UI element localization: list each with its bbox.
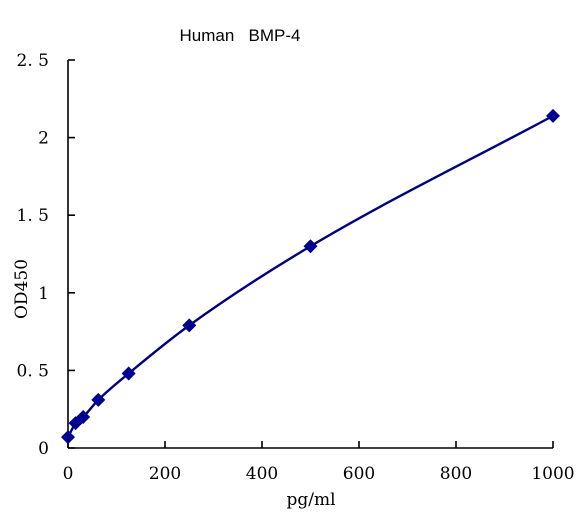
y-tick-label: 1	[38, 284, 49, 304]
data-point	[91, 392, 106, 407]
x-axis-label: pg/ml	[286, 490, 335, 510]
data-points	[61, 108, 560, 445]
x-tick-label: 800	[440, 464, 472, 484]
x-tick-label: 400	[246, 464, 278, 484]
y-tick-label: 0. 5	[17, 361, 49, 381]
data-point	[546, 108, 560, 123]
y-axis-label: OD450	[12, 259, 32, 319]
y-tick-label: 2. 5	[17, 51, 49, 71]
y-tick-label: 2	[38, 129, 49, 149]
data-point	[121, 366, 136, 381]
x-ticks: 0 200 400 600 800 1000	[63, 441, 575, 484]
data-point	[76, 409, 91, 424]
fit-curve	[66, 114, 554, 438]
y-tick-label: 0	[38, 439, 49, 459]
data-point	[61, 430, 75, 445]
x-tick-label: 1000	[531, 464, 574, 484]
x-tick-label: 200	[149, 464, 181, 484]
y-ticks: 0 0. 5 1 1. 5 2 2. 5	[17, 51, 75, 459]
data-point	[303, 239, 318, 254]
y-tick-label: 1. 5	[17, 206, 49, 226]
data-point	[182, 318, 197, 333]
x-tick-label: 0	[63, 464, 74, 484]
x-tick-label: 600	[343, 464, 375, 484]
chart-title: Human BMP-4	[180, 26, 301, 45]
